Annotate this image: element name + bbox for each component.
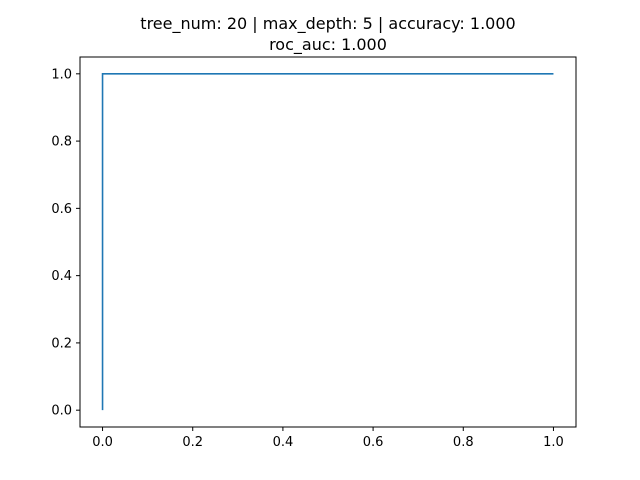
x-tick-label: 0.6 bbox=[363, 435, 384, 450]
x-tick-label: 0.8 bbox=[453, 435, 474, 450]
x-tick-label: 0.0 bbox=[92, 435, 113, 450]
axes-background bbox=[80, 57, 576, 427]
chart-title-line-1: tree_num: 20 | max_depth: 5 | accuracy: … bbox=[140, 14, 515, 34]
x-tick-label: 0.2 bbox=[182, 435, 203, 450]
x-axis: 0.0 0.2 0.4 0.6 0.8 1.0 bbox=[92, 427, 564, 450]
roc-curve-line-0 bbox=[101, 73, 554, 411]
y-tick-label: 1.0 bbox=[51, 67, 72, 82]
y-tick-label: 0.0 bbox=[51, 404, 72, 419]
axes-frame bbox=[79, 56, 577, 428]
y-axis: 0.0 0.2 0.4 0.6 0.8 1.0 bbox=[51, 67, 80, 419]
plot-area bbox=[80, 57, 576, 427]
series-layer bbox=[101, 73, 554, 411]
y-tick-label: 0.2 bbox=[51, 336, 72, 351]
y-tick-label: 0.8 bbox=[51, 135, 72, 150]
x-tick-label: 1.0 bbox=[543, 435, 564, 450]
y-tick-label: 0.4 bbox=[51, 269, 72, 284]
y-tick-label: 0.6 bbox=[51, 202, 72, 217]
x-tick-label: 0.4 bbox=[273, 435, 294, 450]
chart-title-line-2: roc_auc: 1.000 bbox=[269, 35, 387, 55]
